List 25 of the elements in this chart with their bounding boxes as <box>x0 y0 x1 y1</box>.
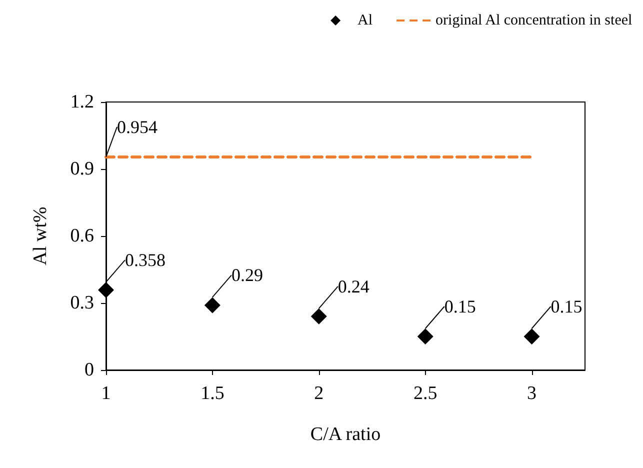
y-tick-label: 1.2 <box>70 92 94 112</box>
data-label: 0.15 <box>550 296 582 316</box>
y-tick-label: 0.3 <box>70 292 94 314</box>
y-tick-label: 0.6 <box>70 226 94 246</box>
point <box>417 328 434 344</box>
point <box>310 308 327 324</box>
y-tick-label: 0.9 <box>70 158 94 180</box>
legend-label: original Al concentration in steel <box>436 12 632 28</box>
point <box>524 328 540 344</box>
data-label: 0.954 <box>117 116 158 137</box>
x-axis-title: C/A ratio <box>310 424 381 445</box>
legend-label: Al <box>358 12 373 28</box>
x-tick-label: 1.5 <box>200 383 224 404</box>
y-axis-title: Al wt% <box>30 206 51 266</box>
point <box>98 282 114 298</box>
y-tick-label: 0 <box>84 360 94 380</box>
x-tick-label: 1 <box>101 383 111 404</box>
data-label: 0.29 <box>231 265 263 286</box>
x-tick-label: 2 <box>314 383 324 404</box>
data-label: 0.358 <box>125 250 166 270</box>
x-tick-label: 2.5 <box>413 383 438 404</box>
x-tick-label: 3 <box>527 383 537 404</box>
data-label: 0.24 <box>338 276 370 296</box>
point <box>204 297 220 314</box>
data-label: 0.15 <box>444 296 476 316</box>
